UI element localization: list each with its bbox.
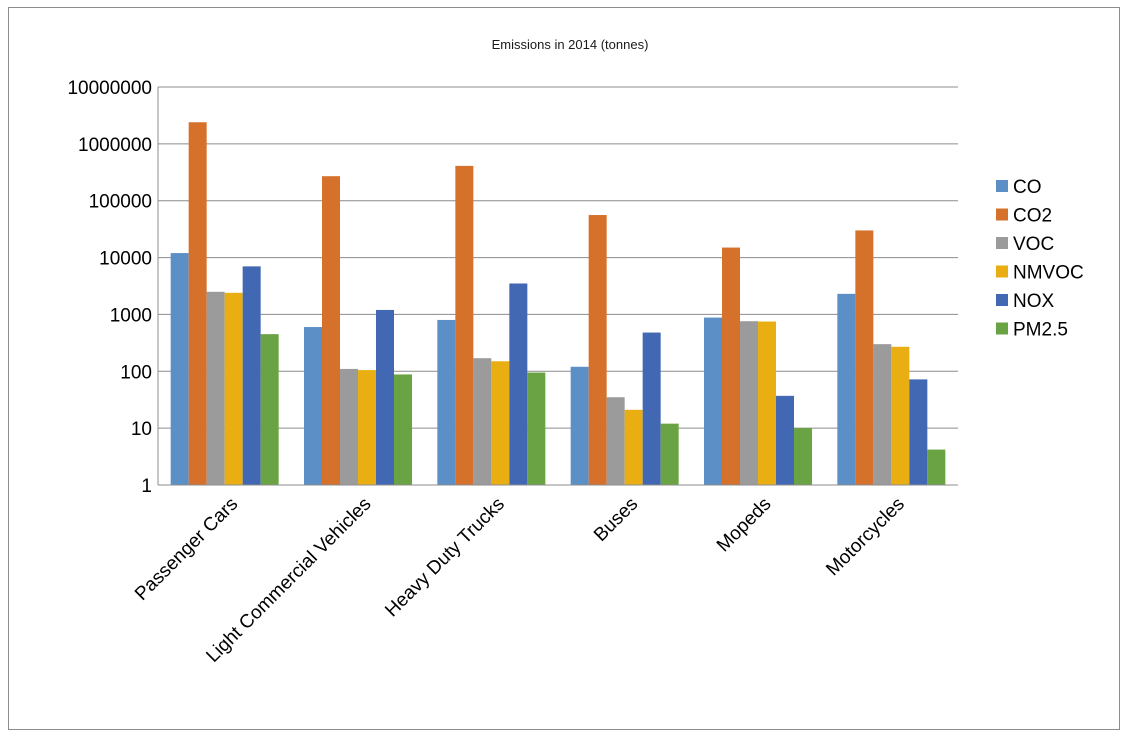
bar: [491, 361, 510, 485]
bar: [224, 292, 243, 485]
bar: [909, 379, 928, 485]
legend-swatch: [996, 265, 1008, 278]
bar: [891, 346, 910, 485]
x-tick-label: Mopeds: [713, 494, 776, 557]
y-tick-label: 1000: [110, 305, 152, 326]
y-tick-label: 10: [131, 419, 152, 440]
legend-label: CO2: [1013, 206, 1052, 227]
y-tick-label: 100000: [89, 192, 152, 213]
grid-lines: [158, 86, 958, 429]
x-tick-label: Passenger Cars: [131, 494, 242, 605]
bar: [624, 409, 643, 485]
bar: [527, 372, 546, 485]
bar: [358, 370, 376, 485]
bar: [794, 428, 812, 485]
legend-label: CO: [1013, 177, 1042, 198]
legend-label: NOX: [1013, 291, 1055, 312]
y-tick-label: 1: [141, 476, 152, 497]
y-tick-label: 1000000: [78, 135, 152, 156]
bar: [340, 368, 358, 485]
bar: [188, 122, 207, 486]
legend: CO CO2 VOC NMVOC NOX PM2.5: [996, 177, 1084, 341]
bar: [322, 176, 340, 485]
bar: [473, 358, 492, 485]
bar: [260, 334, 279, 485]
bar: [588, 215, 607, 485]
bars: [170, 122, 946, 486]
bar: [855, 230, 874, 485]
bar: [722, 247, 740, 485]
bar: [437, 319, 456, 485]
bar: [606, 397, 625, 485]
bar: [660, 423, 679, 485]
bar: [927, 449, 946, 485]
legend-swatch: [996, 208, 1008, 221]
bar: [740, 321, 758, 485]
bar: [758, 321, 776, 485]
legend-swatch: [996, 322, 1008, 335]
bar: [642, 332, 661, 485]
x-tick-label: Motorcycles: [822, 494, 909, 581]
y-tick-label: 10000000: [67, 78, 152, 99]
legend-swatch: [996, 294, 1008, 306]
chart-title: Emissions in 2014 (tonnes): [492, 37, 649, 52]
bar: [455, 165, 474, 485]
x-tick-label: Heavy Duty Trucks: [381, 494, 509, 622]
y-tick-label: 100: [120, 362, 152, 383]
x-tick-label: Buses: [590, 494, 642, 546]
bar: [570, 366, 589, 485]
legend-label: NMVOC: [1013, 263, 1084, 284]
bar: [376, 309, 394, 485]
bar: [206, 291, 225, 485]
bar: [837, 293, 856, 485]
legend-label: PM2.5: [1013, 320, 1068, 341]
bar: [394, 374, 412, 485]
bar: [704, 317, 722, 485]
bar: [304, 327, 322, 485]
legend-label: VOC: [1013, 234, 1054, 255]
bar: [242, 266, 261, 485]
bar: [170, 253, 189, 485]
legend-swatch: [996, 237, 1008, 249]
legend-swatch: [996, 180, 1008, 192]
bar: [509, 283, 528, 485]
y-tick-label: 10000: [99, 249, 152, 270]
bar: [873, 344, 892, 485]
bar: [776, 395, 794, 485]
